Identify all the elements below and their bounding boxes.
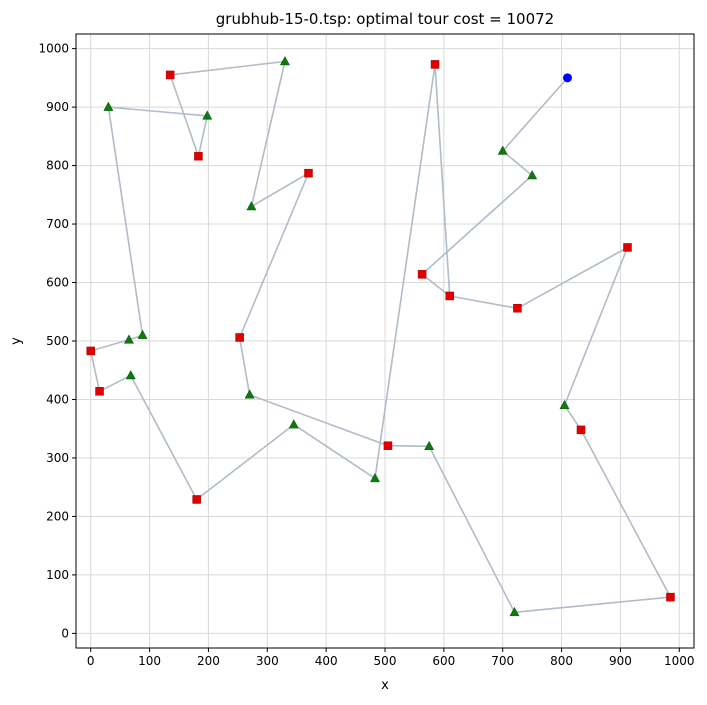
dropoff-point (123, 334, 134, 344)
x-tick-label: 500 (374, 654, 397, 668)
x-axis-label: x (381, 678, 389, 693)
pickup-point (194, 151, 203, 161)
pickup-point (513, 304, 522, 313)
y-tick-label: 600 (46, 276, 69, 290)
pickup-point (383, 441, 393, 450)
y-tick-label: 800 (46, 159, 69, 173)
x-tick-label: 100 (138, 654, 161, 668)
pickup-point (86, 346, 95, 356)
y-tick-label: 500 (46, 334, 69, 348)
dropoff-point (559, 399, 570, 410)
x-tick-label: 400 (315, 654, 338, 668)
pickup-point (192, 495, 201, 504)
x-tick-label: 300 (256, 654, 279, 668)
pickup-point (576, 425, 586, 435)
y-tick-label: 200 (46, 509, 69, 523)
y-tick-label: 400 (46, 392, 69, 406)
y-tick-label: 1000 (38, 42, 69, 56)
dropoff-point (497, 145, 508, 155)
axis-ticks: 0 100 200 300 400 500 600 700 800 900 1000 0 100 200 3… (38, 42, 694, 668)
pickup-point (165, 70, 175, 80)
pickup-point (95, 387, 104, 396)
x-tick-label: 700 (491, 654, 514, 668)
y-tick-label: 900 (46, 100, 69, 114)
dropoff-point (103, 101, 114, 111)
dropoff-point (279, 55, 290, 66)
x-tick-label: 800 (550, 654, 573, 668)
dropoff-point (244, 389, 255, 399)
dropoff-point (424, 440, 435, 451)
y-tick-label: 100 (46, 568, 69, 582)
start-point (562, 73, 572, 83)
pickup-point (623, 243, 632, 252)
pickup-point (445, 291, 454, 301)
x-tick-label: 200 (197, 654, 220, 668)
dropoff-point (527, 169, 538, 180)
dropoff-point (125, 369, 136, 380)
grid (76, 34, 694, 648)
dropoff-point (202, 110, 213, 120)
chart-title: grubhub-15-0.tsp: optimal tour cost = 10… (216, 10, 554, 28)
x-tick-label: 1000 (664, 654, 695, 668)
pickup-point (235, 333, 244, 342)
tour-path (89, 60, 672, 614)
dropoff-point (509, 606, 520, 617)
dropoff-point (288, 419, 299, 429)
y-tick-label: 700 (46, 217, 69, 231)
dropoff-point (246, 200, 257, 211)
dropoff-point (137, 329, 148, 339)
x-tick-label: 600 (432, 654, 455, 668)
dropoff-point (369, 472, 381, 483)
markers (86, 55, 675, 617)
x-tick-label: 0 (87, 654, 95, 668)
y-tick-label: 0 (61, 626, 69, 640)
pickup-point (304, 168, 313, 178)
y-axis-label: y (9, 337, 24, 345)
pickup-point (417, 270, 427, 279)
pickup-point (430, 60, 440, 69)
pickup-point (666, 592, 675, 602)
x-tick-label: 900 (609, 654, 632, 668)
tour-line (89, 60, 672, 614)
y-tick-label: 300 (46, 451, 69, 465)
